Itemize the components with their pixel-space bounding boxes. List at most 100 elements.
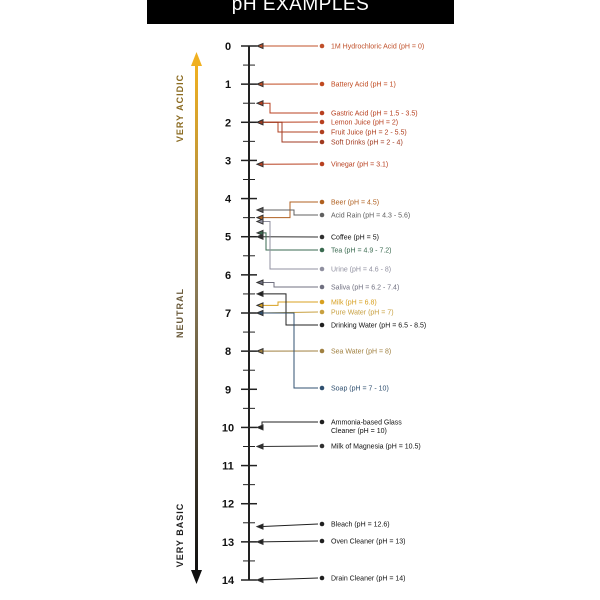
connector-arrowhead	[255, 206, 264, 214]
example-dot	[319, 247, 325, 253]
connector-arrowhead	[255, 160, 264, 168]
connector-arrowhead	[255, 576, 264, 584]
example-dot	[319, 443, 325, 449]
example-label: Soap (pH = 7 - 10)	[331, 386, 389, 393]
example-label: Beer (pH = 4.5)	[331, 200, 379, 207]
connector-line	[259, 577, 319, 581]
connector-line	[259, 540, 319, 543]
example-label: Ammonia-based Glass	[331, 420, 402, 427]
example-item: Milk of Magnesia (pH = 10.5)	[319, 443, 421, 451]
example-dot	[319, 322, 325, 328]
example-label: Bleach (pH = 12.6)	[331, 522, 390, 529]
example-item: Lemon Juice (pH = 2)	[319, 119, 398, 127]
example-item: 1M Hydrochloric Acid (pH = 0)	[319, 43, 424, 51]
connector-line	[260, 281, 318, 288]
tick-label-10: 10	[222, 422, 234, 434]
example-label: Vinegar (pH = 3.1)	[331, 162, 388, 169]
tick-label-7: 7	[225, 308, 231, 320]
connector-arrowhead	[255, 523, 264, 530]
example-dot	[319, 575, 325, 581]
tick-label-11: 11	[222, 461, 234, 473]
connector-line	[260, 312, 318, 389]
example-item: Sea Water (pH = 8)	[319, 348, 391, 356]
example-label: Urine (pH = 4.6 - 8)	[331, 267, 391, 274]
connector-arrowhead	[255, 233, 264, 240]
tick-label-2: 2	[225, 117, 231, 129]
example-dot	[319, 266, 325, 272]
example-item: Fruit Juice (pH = 2 - 5.5)	[319, 130, 407, 137]
example-dot	[319, 43, 325, 49]
example-label: Acid Rain (pH = 4.3 - 5.6)	[331, 213, 410, 220]
connector-arrowhead	[255, 99, 264, 107]
connector-arrowhead	[255, 218, 264, 225]
acidity-gradient-arrow	[191, 52, 202, 584]
example-dot	[319, 348, 325, 354]
example-label: Pure Water (pH = 7)	[331, 310, 394, 317]
example-dot	[319, 309, 325, 315]
connector-arrowhead	[255, 42, 264, 50]
example-item: Tea (pH = 4.9 - 7.2)	[319, 247, 392, 255]
example-label: Coffee (pH = 5)	[331, 235, 379, 242]
example-dot	[319, 521, 325, 527]
example-dot	[319, 234, 325, 240]
connector-line	[259, 445, 319, 447]
connector-arrowhead	[255, 214, 264, 221]
tick-label-4: 4	[225, 194, 232, 206]
example-label: Soft Drinks (pH = 2 - 4)	[331, 140, 403, 147]
example-label: Oven Cleaner (pH = 13)	[331, 539, 406, 546]
connector-arrowhead	[255, 229, 264, 237]
example-dot	[319, 199, 325, 205]
example-item: Soap (pH = 7 - 10)	[319, 386, 389, 393]
connector-arrowhead	[255, 347, 264, 355]
tick-label-8: 8	[225, 346, 231, 358]
connector-arrowhead	[255, 290, 264, 298]
example-label: Milk of Magnesia (pH = 10.5)	[331, 444, 421, 451]
example-dot	[319, 161, 325, 167]
connector-arrowhead	[255, 302, 264, 309]
tick-label-13: 13	[222, 537, 234, 549]
example-item: Bleach (pH = 12.6)	[319, 521, 390, 529]
example-item: Beer (pH = 4.5)	[319, 199, 379, 207]
connector-line	[260, 220, 318, 270]
tick-label-0: 0	[225, 41, 231, 53]
tick-label-1: 1	[225, 79, 231, 91]
example-label: Sea Water (pH = 8)	[331, 349, 391, 356]
tick-label-12: 12	[222, 499, 234, 511]
example-dot	[319, 538, 325, 544]
connector-arrowhead	[255, 80, 264, 88]
example-dot	[319, 299, 325, 305]
example-item: Vinegar (pH = 3.1)	[319, 161, 388, 169]
example-item: Gastric Acid (pH = 1.5 - 3.5)	[319, 111, 418, 118]
example-item: Pure Water (pH = 7)	[319, 309, 394, 317]
connector-arrowhead	[255, 424, 264, 431]
example-item: Oven Cleaner (pH = 13)	[319, 538, 406, 546]
example-label: 1M Hydrochloric Acid (pH = 0)	[331, 44, 424, 51]
tick-label-3: 3	[225, 155, 231, 167]
connector-line	[260, 421, 318, 428]
connector-line	[260, 293, 318, 326]
example-dot	[319, 212, 325, 218]
connector-arrowhead	[255, 538, 264, 546]
connector-line	[260, 301, 318, 306]
example-dot	[319, 139, 325, 145]
example-item: Milk (pH = 6.8)	[319, 299, 377, 307]
example-item: Soft Drinks (pH = 2 - 4)	[319, 139, 403, 147]
example-label: Drinking Water (pH = 6.5 - 8.5)	[331, 323, 426, 330]
title-text: pH EXAMPLES	[231, 0, 370, 15]
example-label: Milk (pH = 6.8)	[331, 300, 377, 307]
example-label: Battery Acid (pH = 1)	[331, 82, 396, 89]
example-dot	[319, 119, 325, 125]
example-label: Drain Cleaner (pH = 14)	[331, 576, 406, 583]
example-item: Saliva (pH = 6.2 - 7.4)	[319, 284, 399, 292]
example-dot	[319, 419, 325, 425]
example-dot	[319, 284, 325, 290]
example-item: Urine (pH = 4.6 - 8)	[319, 266, 391, 274]
example-item: Drain Cleaner (pH = 14)	[319, 575, 406, 583]
connector-line	[260, 232, 318, 251]
example-label: Tea (pH = 4.9 - 7.2)	[331, 248, 392, 255]
connector-arrowhead	[255, 443, 264, 450]
example-item: Acid Rain (pH = 4.3 - 5.6)	[319, 212, 410, 220]
page-title: pH EXAMPLES	[147, 0, 454, 24]
